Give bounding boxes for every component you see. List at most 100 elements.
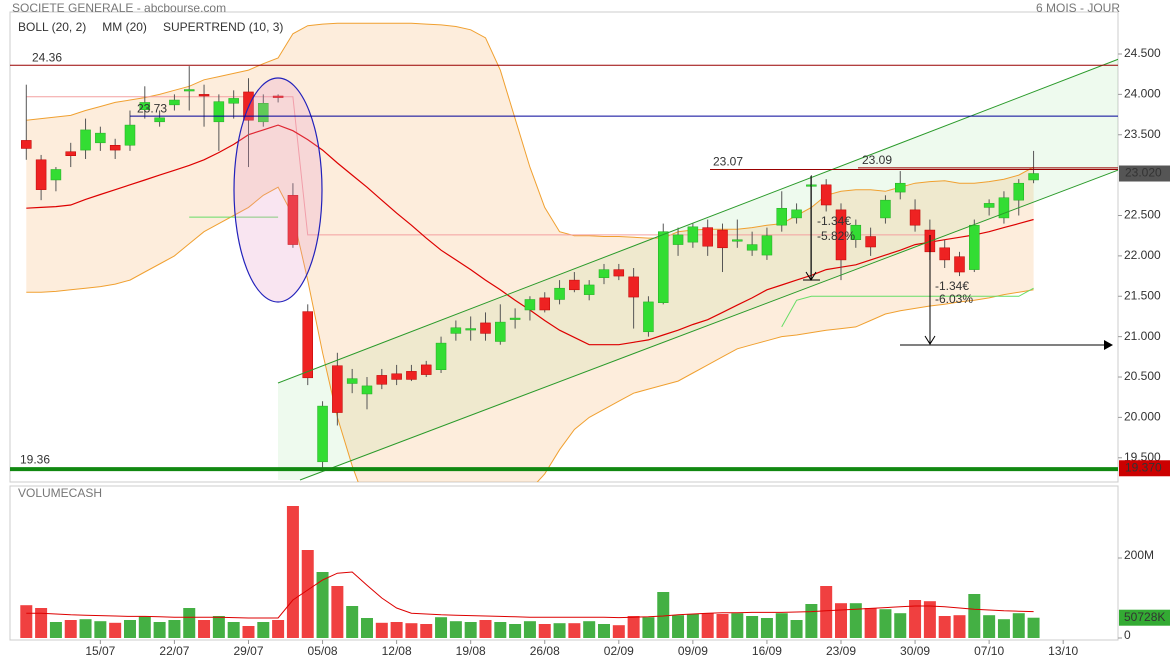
candle-body (835, 209, 847, 261)
candle-body (628, 276, 639, 298)
y-tick-label: 20.000 (1124, 410, 1161, 424)
candle-body (480, 322, 491, 334)
x-tick-label: 19/08 (456, 644, 486, 658)
volume-bar (168, 620, 181, 638)
volume-bar (390, 622, 403, 638)
x-tick-label: 23/09 (826, 644, 856, 658)
volume-bar (316, 572, 329, 638)
x-tick-label: 12/08 (382, 644, 412, 658)
volume-bar (716, 614, 729, 638)
channel-line (299, 169, 1118, 481)
candle-body (672, 234, 684, 245)
legend-entry: BOLL (20, 2) (18, 20, 86, 34)
volume-bar (790, 620, 803, 638)
x-tick-label: 16/09 (752, 644, 782, 658)
volume-bar (879, 609, 892, 638)
channel-line (277, 58, 1118, 384)
candle-body (539, 297, 550, 311)
volume-bar (375, 622, 388, 638)
annotation: -1.34€ (935, 279, 969, 293)
candle-body (761, 235, 773, 256)
candle-body (198, 94, 210, 97)
y-tick-label: 20.500 (1124, 369, 1161, 383)
y-tick-label: 24.500 (1124, 46, 1161, 60)
candle-body (376, 375, 388, 385)
candle-body (361, 385, 373, 395)
candle-body (791, 209, 802, 219)
volume-bar (286, 506, 299, 638)
candle-body (969, 224, 980, 270)
candle-body (776, 207, 787, 226)
volume-bar (346, 606, 359, 638)
volume-bar (553, 623, 566, 638)
volume-bar (612, 625, 625, 638)
volume-bar (864, 608, 877, 638)
candle-body (213, 101, 225, 123)
candle-body (435, 342, 447, 370)
y-tick-label: 21.000 (1124, 329, 1161, 343)
candle-body (346, 378, 358, 384)
annotation: -5.82% (817, 229, 855, 243)
candle-body (746, 244, 758, 251)
candle-body (95, 132, 106, 144)
volume-bar (983, 615, 996, 638)
bollinger-band (26, 23, 1034, 482)
x-tick-label: 26/08 (530, 644, 560, 658)
volume-bar (657, 592, 670, 638)
volume-bar (538, 624, 551, 638)
annotation: -1.34€ (817, 214, 851, 228)
volume-bar (523, 621, 536, 638)
volume-bar (775, 613, 788, 638)
candle-body (613, 269, 625, 277)
candle-body (583, 284, 595, 295)
candle-body (909, 209, 921, 226)
level-label: 23.07 (713, 155, 743, 169)
candle-body (80, 129, 91, 151)
supertrend-down-line (26, 96, 930, 236)
volume-bar (509, 624, 522, 638)
level-label: 23.73 (137, 101, 167, 115)
volume-tick-label: 0 (1124, 628, 1131, 642)
candle-body (820, 184, 832, 206)
volume-bar (642, 617, 655, 638)
y-tick-label: 23.500 (1124, 127, 1161, 141)
candle-body (717, 229, 728, 249)
channel-fill (278, 59, 1118, 480)
candle-body (391, 373, 402, 380)
volume-bar (731, 613, 744, 638)
period: 6 MOIS - JOUR (1036, 1, 1120, 15)
candle-body (139, 102, 151, 110)
x-tick-label: 07/10 (974, 644, 1004, 658)
candle-body (287, 195, 299, 245)
volume-bar (686, 614, 699, 638)
volume-bar (64, 620, 77, 638)
price-plot (21, 22, 1118, 482)
candle-body (865, 236, 876, 248)
volume-bar (953, 615, 966, 638)
candle-body (450, 327, 462, 334)
x-tick-label: 09/09 (678, 644, 708, 658)
price-tag (1119, 165, 1170, 182)
volume-tag-label: 50728K (1124, 610, 1165, 624)
candle-body (50, 169, 62, 181)
candle-body (524, 299, 536, 311)
x-tick-label: 02/09 (604, 644, 634, 658)
volume-bar (109, 622, 122, 638)
volume-bar (909, 600, 922, 638)
candle-body (495, 321, 506, 342)
volume-bar (1027, 617, 1040, 638)
candle-body (657, 231, 669, 303)
volume-bar (464, 622, 477, 638)
candle-body (643, 301, 654, 333)
volume-bar (672, 615, 685, 638)
volume-bar (760, 618, 773, 638)
supertrend-up-line (189, 216, 1034, 328)
volume-bar (627, 616, 640, 638)
volume-bar (49, 622, 62, 638)
volume-bar (968, 594, 981, 638)
candle-body (465, 328, 476, 331)
volume-bar (360, 618, 373, 638)
x-tick-label: 13/10 (1048, 644, 1078, 658)
volume-bar (257, 622, 270, 638)
